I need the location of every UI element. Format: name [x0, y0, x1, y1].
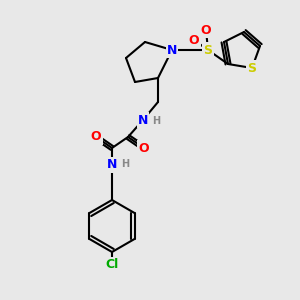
Text: N: N [167, 44, 177, 56]
Text: H: H [152, 116, 160, 126]
Text: Cl: Cl [105, 259, 119, 272]
Text: O: O [189, 34, 199, 46]
Text: S: S [248, 61, 256, 74]
Text: O: O [91, 130, 101, 143]
Text: N: N [138, 113, 148, 127]
Text: S: S [203, 44, 212, 56]
Text: H: H [121, 159, 129, 169]
Text: N: N [107, 158, 117, 172]
Text: O: O [201, 23, 211, 37]
Text: O: O [139, 142, 149, 154]
